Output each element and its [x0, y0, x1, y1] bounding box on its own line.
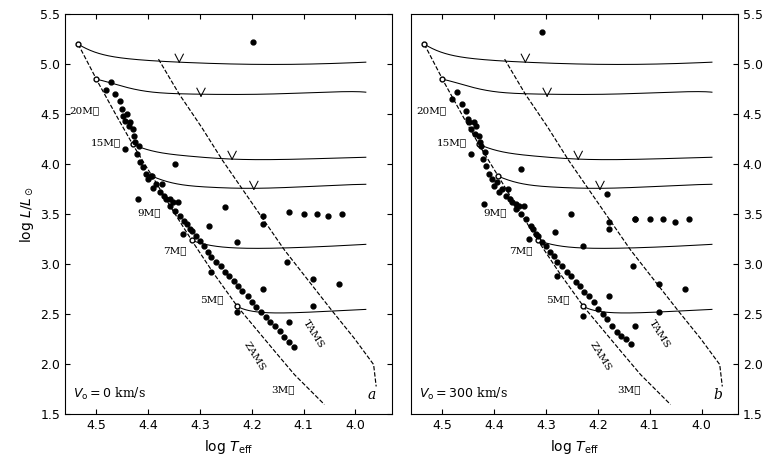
Text: 9M☉: 9M☉ — [137, 208, 161, 217]
Text: 7M☉: 7M☉ — [163, 246, 187, 255]
Text: TAMS: TAMS — [647, 318, 671, 350]
Text: 20M☉: 20M☉ — [70, 106, 100, 115]
Text: 15M☉: 15M☉ — [91, 138, 120, 147]
Text: ZAMS: ZAMS — [242, 340, 267, 373]
Text: 20M☉: 20M☉ — [416, 106, 446, 115]
Text: 7M☉: 7M☉ — [509, 246, 533, 255]
Text: $V_{\rm o} = 300$ km/s: $V_{\rm o} = 300$ km/s — [419, 386, 508, 402]
X-axis label: log $T_{\rm eff}$: log $T_{\rm eff}$ — [550, 438, 599, 456]
Text: ZAMS: ZAMS — [588, 340, 613, 373]
Text: 5M☉: 5M☉ — [199, 295, 223, 304]
Text: 3M☉: 3M☉ — [271, 385, 295, 394]
Text: TAMS: TAMS — [301, 318, 325, 350]
Text: b: b — [713, 389, 723, 402]
Text: 9M☉: 9M☉ — [484, 208, 507, 217]
Text: a: a — [368, 389, 376, 402]
Text: 3M☉: 3M☉ — [617, 385, 640, 394]
X-axis label: log $T_{\rm eff}$: log $T_{\rm eff}$ — [204, 438, 253, 456]
Y-axis label: log $L/L_\odot$: log $L/L_\odot$ — [18, 186, 36, 243]
Text: $V_{\rm o} = 0$ km/s: $V_{\rm o} = 0$ km/s — [73, 386, 146, 402]
Text: 15M☉: 15M☉ — [436, 138, 467, 147]
Text: 5M☉: 5M☉ — [546, 295, 569, 304]
